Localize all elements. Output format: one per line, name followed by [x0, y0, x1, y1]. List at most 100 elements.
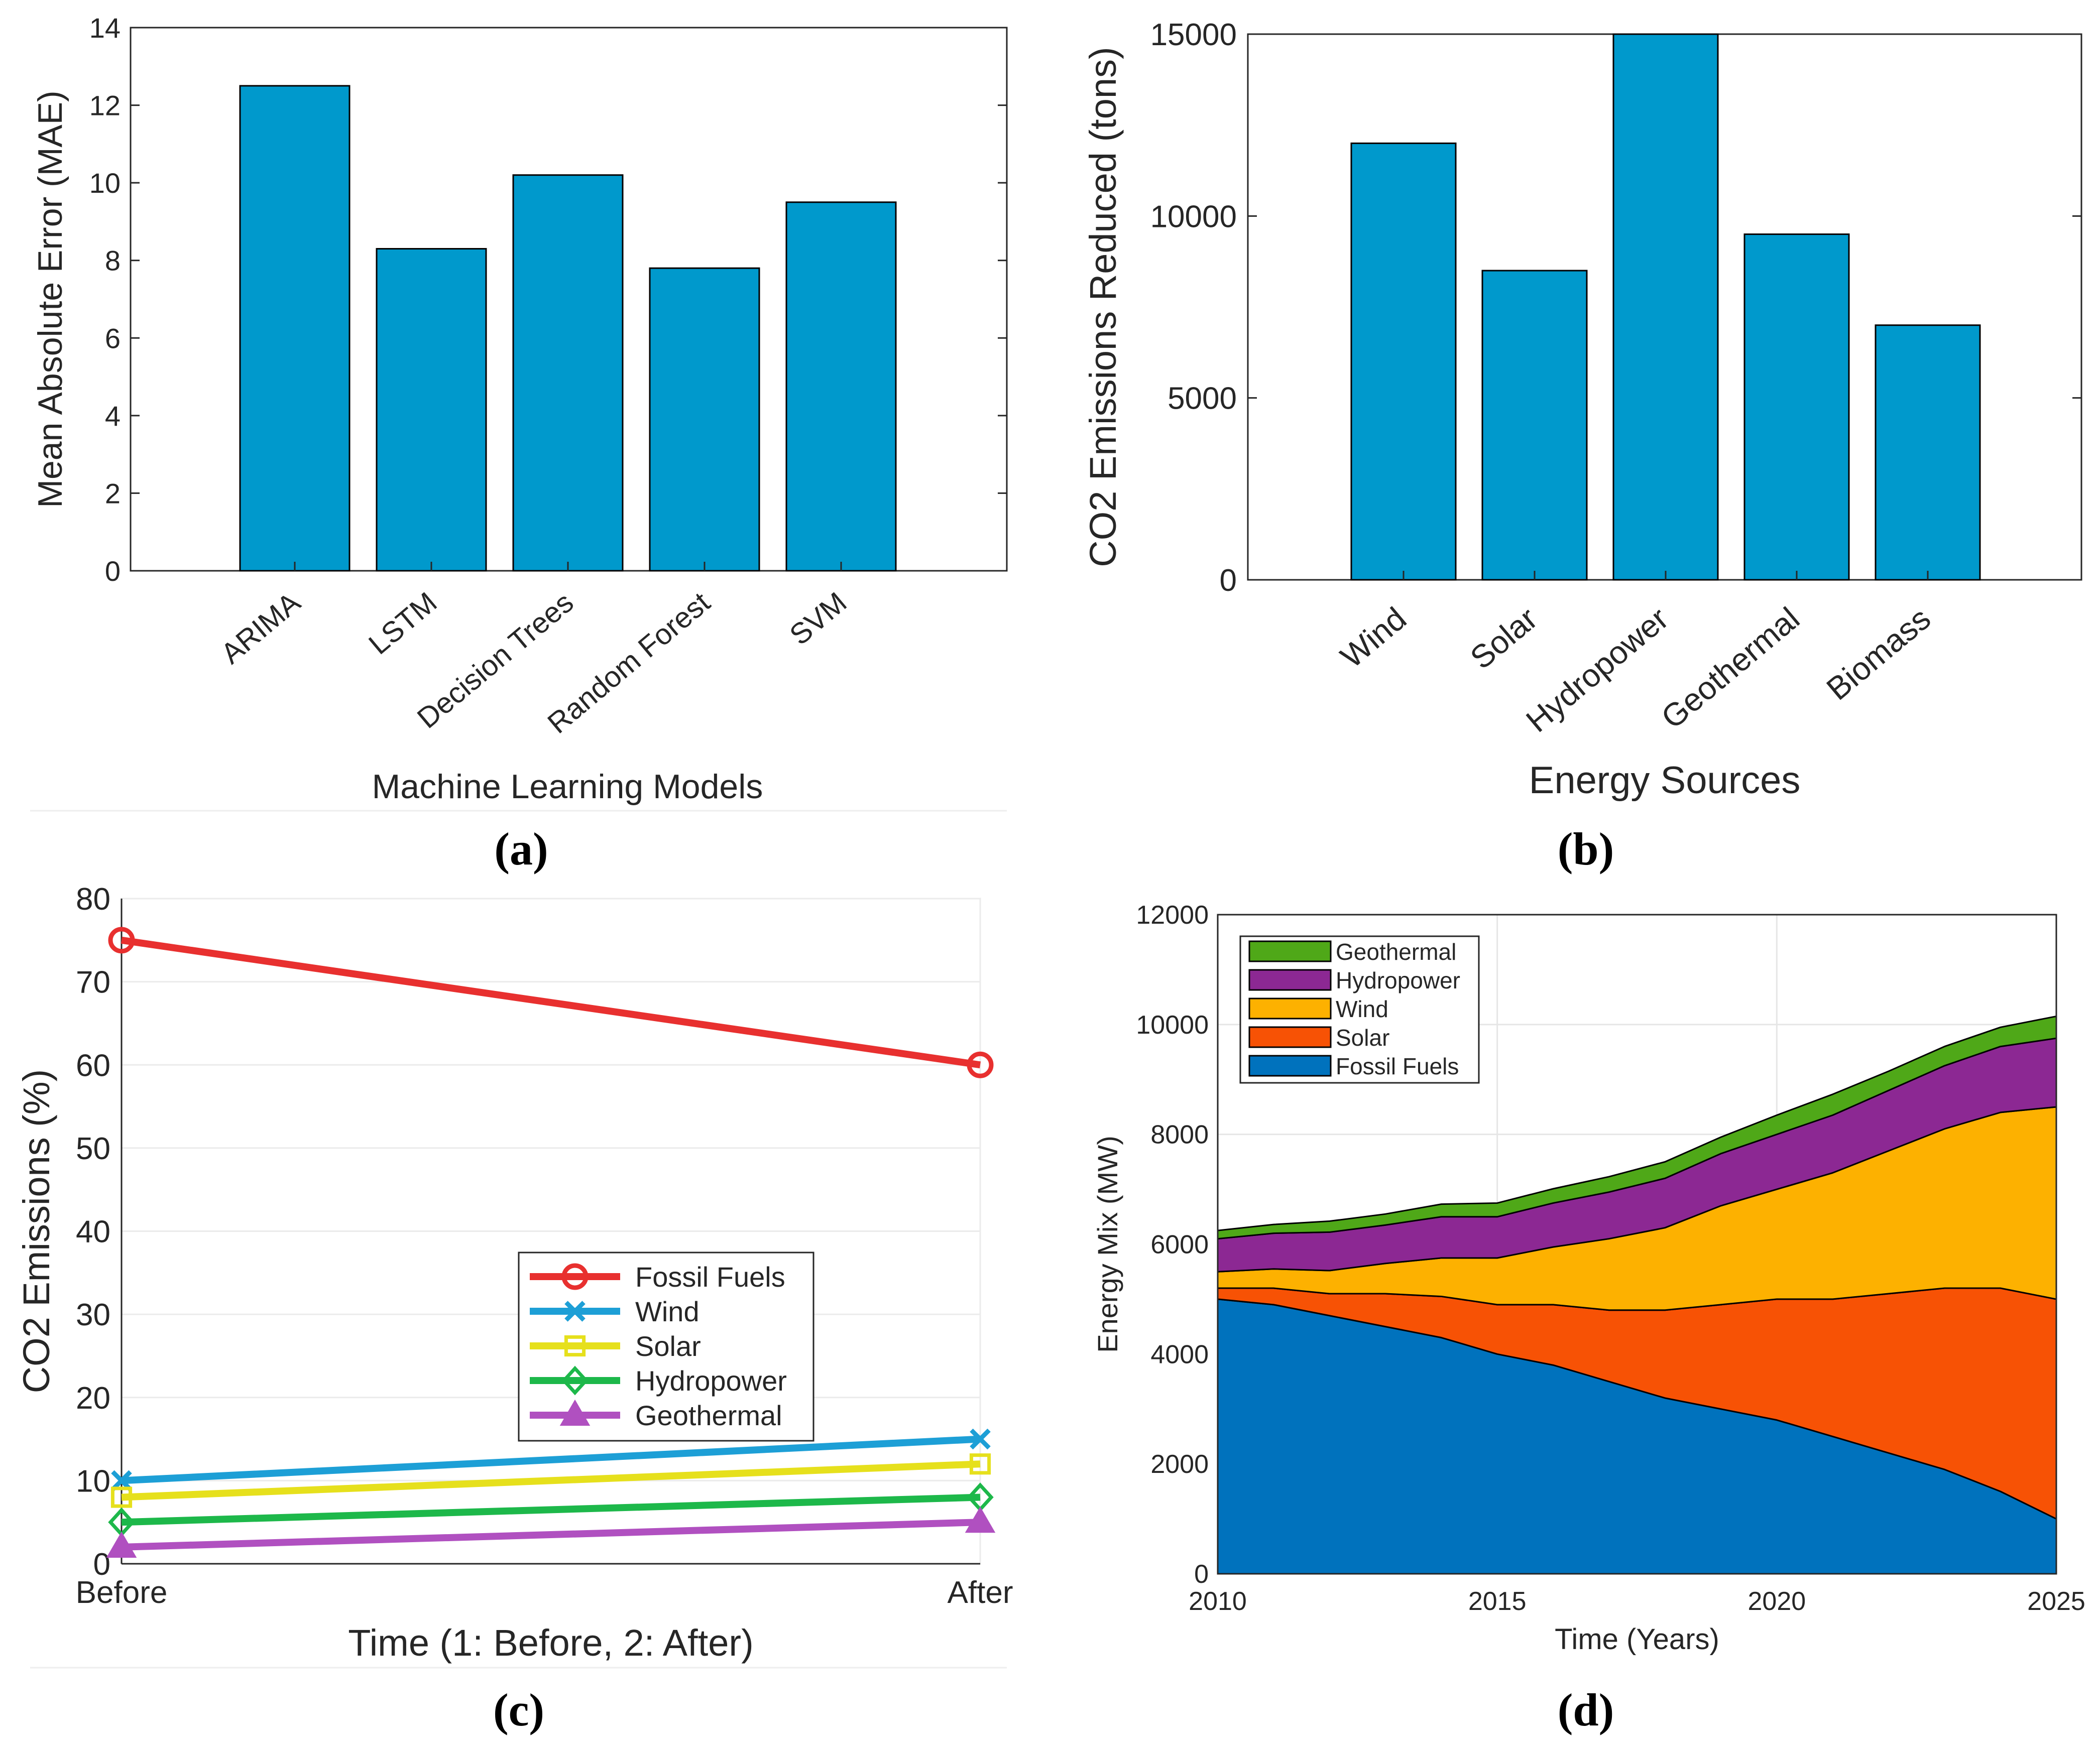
x-tick-label: ARIMA	[215, 586, 307, 670]
series-line-geothermal	[121, 1519, 981, 1551]
y-tick-label: 2	[105, 477, 121, 509]
x-tick-label: Biomass	[1820, 600, 1937, 707]
legend-marker-solar	[564, 1335, 586, 1357]
point-wind	[970, 1428, 991, 1450]
legend-marker-fossil-fuels	[561, 1263, 589, 1290]
x-tick-label: SVM	[783, 586, 853, 652]
y-tick-label: 10000	[1136, 1011, 1209, 1040]
y-axis-label: CO2 Emissions Reduced (tons)	[1082, 47, 1124, 567]
y-tick-label: 10	[76, 1464, 110, 1499]
y-tick-label: 14	[89, 12, 121, 44]
x-tick-label: Before	[76, 1575, 168, 1610]
legend-swatch-wind	[1248, 997, 1332, 1020]
bar-solar	[1481, 270, 1588, 581]
y-tick-label: 0	[1220, 563, 1237, 598]
y-tick-label: 0	[93, 1547, 110, 1582]
point-wind	[111, 1470, 132, 1491]
x-tick-label: LSTM	[363, 586, 443, 661]
x-tick-label: 2025	[2027, 1587, 2085, 1616]
legend-marker-wind	[564, 1301, 586, 1322]
x-tick-label: Geothermal	[1655, 600, 1806, 736]
x-tick-label: 2010	[1189, 1587, 1247, 1616]
point-solar	[969, 1453, 991, 1475]
legend-label-solar: Solar	[635, 1330, 701, 1362]
bar-wind	[1350, 142, 1457, 581]
bar-geothermal	[1743, 233, 1850, 581]
series-line-wind	[121, 1435, 981, 1484]
bar-lstm	[376, 248, 487, 572]
legend-label-fossil-fuels: Fossil Fuels	[635, 1261, 785, 1293]
y-tick-label: 10	[89, 167, 121, 199]
y-tick-label: 50	[76, 1132, 110, 1166]
y-axis-label: Energy Mix (MW)	[1092, 1136, 1123, 1352]
y-tick-label: 8	[105, 245, 121, 277]
y-tick-label: 5000	[1168, 382, 1237, 416]
point-fossil-fuels	[108, 927, 135, 954]
legend-swatch-solar	[1248, 1026, 1332, 1048]
y-tick-label: 0	[105, 555, 121, 587]
x-tick-label: 2020	[1747, 1587, 1806, 1616]
y-axis-label: Mean Absolute Error (MAE)	[31, 90, 69, 508]
x-tick-label: Solar	[1463, 600, 1544, 676]
y-tick-label: 60	[76, 1048, 110, 1083]
legend-label-wind: Wind	[1336, 996, 1388, 1022]
point-geothermal	[106, 1531, 137, 1558]
y-tick-label: 30	[76, 1298, 110, 1332]
legend-label-geothermal: Geothermal	[1336, 939, 1456, 965]
y-axis-label: CO2 Emissions (%)	[16, 1069, 57, 1394]
y-tick-label: 12000	[1136, 901, 1209, 930]
legend-marker-hydropower	[561, 1365, 589, 1396]
y-tick-label: 40	[76, 1215, 110, 1250]
series-line-fossil-fuels	[121, 936, 981, 1069]
bar-hydropower	[1612, 33, 1719, 581]
y-tick-label: 6	[105, 322, 121, 354]
legend-swatch-hydropower	[1248, 969, 1332, 991]
legend-label-wind: Wind	[635, 1296, 699, 1327]
x-axis-label: Time (Years)	[1555, 1623, 1719, 1656]
series-line-hydropower	[121, 1493, 981, 1526]
x-tick-label: 2015	[1468, 1587, 1527, 1616]
x-axis-label: Energy Sources	[1529, 759, 1801, 802]
panel-label-d: (d)	[1558, 1684, 1614, 1735]
y-tick-label: 6000	[1150, 1230, 1209, 1260]
legend-label-geothermal: Geothermal	[635, 1400, 782, 1431]
legend-label-hydropower: Hydropower	[635, 1365, 787, 1397]
y-tick-label: 0	[1194, 1560, 1209, 1589]
y-tick-label: 10000	[1150, 199, 1237, 234]
legend-label-hydropower: Hydropower	[1336, 967, 1460, 993]
point-geothermal	[965, 1507, 996, 1533]
bar-decision-trees	[512, 174, 624, 572]
legend-label-solar: Solar	[1336, 1025, 1389, 1051]
y-tick-label: 12	[89, 90, 121, 121]
y-tick-label: 4	[105, 400, 121, 432]
y-tick-label: 2000	[1150, 1450, 1209, 1479]
y-tick-label: 15000	[1150, 18, 1237, 52]
y-tick-label: 8000	[1150, 1120, 1209, 1150]
point-fossil-fuels	[967, 1051, 994, 1078]
y-tick-label: 4000	[1150, 1340, 1209, 1369]
panel-label-a: (a)	[494, 823, 548, 875]
panel-label-b: (b)	[1558, 823, 1614, 875]
legend-c: Fossil FuelsWindSolarHydropowerGeotherma…	[518, 1252, 814, 1442]
bar-arima	[239, 85, 351, 572]
x-axis-label: Time (1: Before, 2: After)	[348, 1622, 753, 1664]
x-axis-label: Machine Learning Models	[372, 768, 763, 806]
x-tick-label: Wind	[1334, 600, 1413, 675]
y-tick-label: 20	[76, 1381, 110, 1416]
bar-biomass	[1875, 324, 1981, 581]
chart-d: 0 2000 4000 6000 8000 10000 12000 2010 2015 2020 2…	[1092, 901, 2085, 1735]
panel-label-c: (c)	[493, 1684, 544, 1735]
legend-swatch-geothermal	[1248, 940, 1332, 962]
legend-label-fossil-fuels: Fossil Fuels	[1336, 1053, 1459, 1079]
y-tick-label: 70	[76, 965, 110, 1000]
plot-frame-d	[1217, 914, 2057, 1575]
chart-c: 0 10 20 30 40 50 60 70 80 Before After Fossil Fuels…	[16, 882, 1013, 1735]
legend-marker-geothermal	[559, 1399, 591, 1426]
bar-random-forest	[649, 267, 760, 572]
x-tick-label: Hydropower	[1519, 600, 1675, 739]
y-tick-label: 80	[76, 882, 110, 917]
